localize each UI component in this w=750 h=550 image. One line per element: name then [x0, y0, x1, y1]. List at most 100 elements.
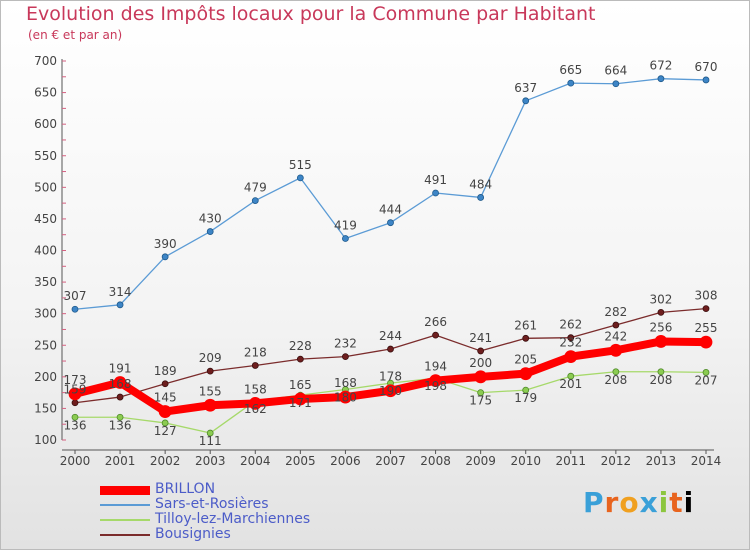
chart-title: Evolution des Impôts locaux pour la Comm…	[26, 3, 596, 25]
y-tick-label: 400	[34, 244, 57, 258]
data-point-tilloy-lez-marchiennes	[612, 368, 620, 376]
legend-swatch	[100, 534, 150, 536]
data-label-brillon: 173	[64, 373, 87, 387]
data-point-bousignies	[612, 321, 620, 329]
data-point-brillon	[293, 392, 307, 406]
data-point-tilloy-lez-marchiennes	[567, 372, 575, 380]
data-label-bousignies: 232	[334, 337, 357, 351]
data-label-brillon: 242	[604, 329, 627, 343]
data-point-tilloy-lez-marchiennes	[477, 389, 485, 397]
data-label-tilloy-lez-marchiennes: 127	[154, 424, 177, 438]
data-label-bousignies: 218	[244, 345, 267, 359]
data-label-bousignies: 159	[64, 383, 87, 397]
data-point-brillon	[474, 370, 488, 384]
legend-swatch	[100, 519, 150, 521]
x-tick-label: 2007	[375, 454, 406, 468]
data-point-tilloy-lez-marchiennes	[657, 368, 665, 376]
y-tick-label: 300	[34, 307, 57, 321]
data-label-sars-et-rosi-res: 419	[334, 218, 357, 232]
y-tick-label: 350	[34, 275, 57, 289]
data-label-tilloy-lez-marchiennes: 179	[514, 391, 537, 405]
data-point-brillon	[609, 343, 623, 357]
data-point-sars-et-rosi-res	[567, 79, 575, 87]
data-label-tilloy-lez-marchiennes: 208	[604, 373, 627, 387]
data-label-sars-et-rosi-res: 307	[64, 289, 87, 303]
data-label-brillon: 255	[695, 321, 718, 335]
y-tick-label: 550	[34, 149, 57, 163]
x-tick-label: 2011	[556, 454, 587, 468]
data-label-sars-et-rosi-res: 664	[604, 64, 627, 78]
data-label-tilloy-lez-marchiennes: 190	[379, 384, 402, 398]
data-point-bousignies	[702, 305, 710, 313]
data-label-bousignies: 262	[559, 318, 582, 332]
data-label-sars-et-rosi-res: 670	[695, 60, 718, 74]
proxiti-logo: Proxiti	[583, 486, 695, 519]
data-point-bousignies	[116, 393, 124, 401]
data-label-bousignies: 168	[109, 377, 132, 391]
chart-axes: 100 150 200 250 300 350 400 450 500 550 600 650 700 2…	[34, 54, 721, 468]
data-label-brillon: 256	[649, 320, 672, 334]
data-point-brillon	[339, 390, 352, 404]
x-tick-label: 2008	[420, 454, 451, 468]
data-point-brillon	[654, 335, 668, 348]
data-point-bousignies	[296, 355, 304, 363]
data-label-sars-et-rosi-res: 390	[154, 237, 177, 251]
data-label-sars-et-rosi-res: 665	[559, 63, 582, 77]
data-point-brillon	[699, 335, 713, 349]
data-point-brillon	[68, 387, 82, 401]
data-label-sars-et-rosi-res: 430	[199, 212, 222, 226]
data-label-bousignies: 241	[469, 331, 492, 345]
data-point-sars-et-rosi-res	[522, 97, 530, 105]
data-label-bousignies: 209	[199, 351, 222, 365]
legend-label: Sars-et-Rosières	[155, 496, 269, 512]
series-layer	[68, 75, 713, 437]
data-label-brillon: 178	[379, 370, 402, 384]
data-point-brillon	[519, 367, 533, 381]
legend-label: Tilloy-lez-Marchiennes	[155, 511, 311, 527]
data-point-sars-et-rosi-res	[251, 197, 259, 204]
data-label-sars-et-rosi-res: 491	[424, 173, 447, 187]
data-point-tilloy-lez-marchiennes	[206, 429, 214, 437]
data-point-bousignies	[567, 334, 575, 342]
data-label-brillon: 158	[244, 382, 267, 396]
x-tick-label: 2013	[646, 454, 677, 468]
data-label-brillon: 200	[469, 356, 492, 370]
data-label-sars-et-rosi-res: 444	[379, 203, 402, 217]
data-label-tilloy-lez-marchiennes: 171	[289, 396, 312, 410]
legend-label: Bousignies	[155, 526, 231, 542]
y-tick-label: 200	[34, 370, 57, 384]
data-label-bousignies: 308	[695, 289, 718, 303]
data-label-tilloy-lez-marchiennes: 162	[244, 402, 267, 416]
data-point-bousignies	[71, 399, 79, 407]
data-label-brillon: 165	[289, 378, 312, 392]
data-point-sars-et-rosi-res	[116, 301, 124, 309]
data-point-sars-et-rosi-res	[432, 189, 439, 197]
data-label-tilloy-lez-marchiennes: 136	[109, 418, 132, 432]
data-point-bousignies	[206, 367, 214, 375]
x-tick-label: 2009	[465, 454, 496, 468]
data-label-tilloy-lez-marchiennes: 198	[424, 379, 447, 393]
legend-swatch	[100, 504, 150, 506]
data-point-bousignies	[251, 362, 259, 369]
data-point-bousignies	[342, 353, 349, 361]
data-point-sars-et-rosi-res	[206, 228, 214, 235]
data-point-bousignies	[161, 380, 169, 388]
data-label-brillon: 155	[199, 384, 222, 398]
series-line-sars-et-rosi-res	[74, 78, 707, 310]
x-tick-label: 2002	[150, 454, 181, 468]
data-point-brillon	[248, 396, 262, 410]
data-point-sars-et-rosi-res	[71, 305, 79, 313]
x-tick-label: 2014	[691, 454, 722, 468]
y-tick-label: 250	[34, 338, 57, 352]
data-point-bousignies	[432, 331, 439, 339]
data-point-brillon	[384, 384, 397, 398]
data-point-brillon	[564, 350, 578, 364]
data-point-brillon	[113, 376, 127, 389]
data-label-tilloy-lez-marchiennes: 208	[649, 373, 672, 387]
data-point-sars-et-rosi-res	[296, 174, 304, 182]
x-tick-label: 2003	[195, 454, 226, 468]
data-label-bousignies: 302	[649, 292, 672, 306]
data-label-tilloy-lez-marchiennes: 175	[469, 394, 492, 408]
data-label-sars-et-rosi-res: 314	[109, 285, 132, 299]
